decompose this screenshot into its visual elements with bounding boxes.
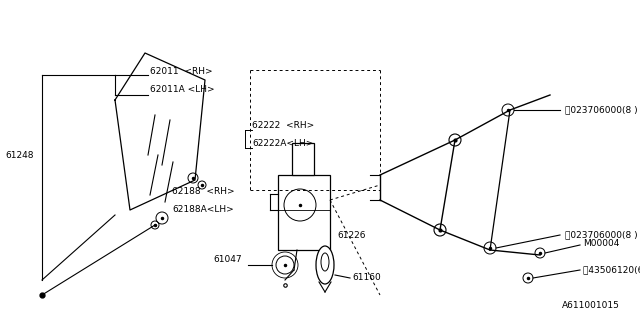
Text: 62222  <RH>: 62222 <RH> (252, 121, 314, 130)
Text: 61226: 61226 (337, 230, 365, 239)
Text: A611001015: A611001015 (562, 301, 620, 310)
Text: Ⓝ023706000(8 ): Ⓝ023706000(8 ) (565, 106, 637, 115)
FancyBboxPatch shape (278, 175, 330, 250)
Text: Ⓝ43506120(6 ): Ⓝ43506120(6 ) (583, 266, 640, 275)
Text: 61160: 61160 (352, 274, 381, 283)
Text: 62188  <RH>: 62188 <RH> (172, 188, 235, 196)
Text: M00004: M00004 (583, 238, 620, 247)
Text: 62222A<LH>: 62222A<LH> (252, 139, 314, 148)
Ellipse shape (321, 253, 329, 271)
Text: 62188A<LH>: 62188A<LH> (172, 205, 234, 214)
Text: Ⓝ023706000(8 ): Ⓝ023706000(8 ) (565, 230, 637, 239)
Text: 61047: 61047 (213, 255, 242, 265)
Ellipse shape (316, 246, 334, 284)
Text: 62011  <RH>: 62011 <RH> (150, 68, 212, 76)
FancyBboxPatch shape (292, 143, 314, 175)
Text: 62011A <LH>: 62011A <LH> (150, 85, 214, 94)
Text: 61248: 61248 (5, 150, 33, 159)
